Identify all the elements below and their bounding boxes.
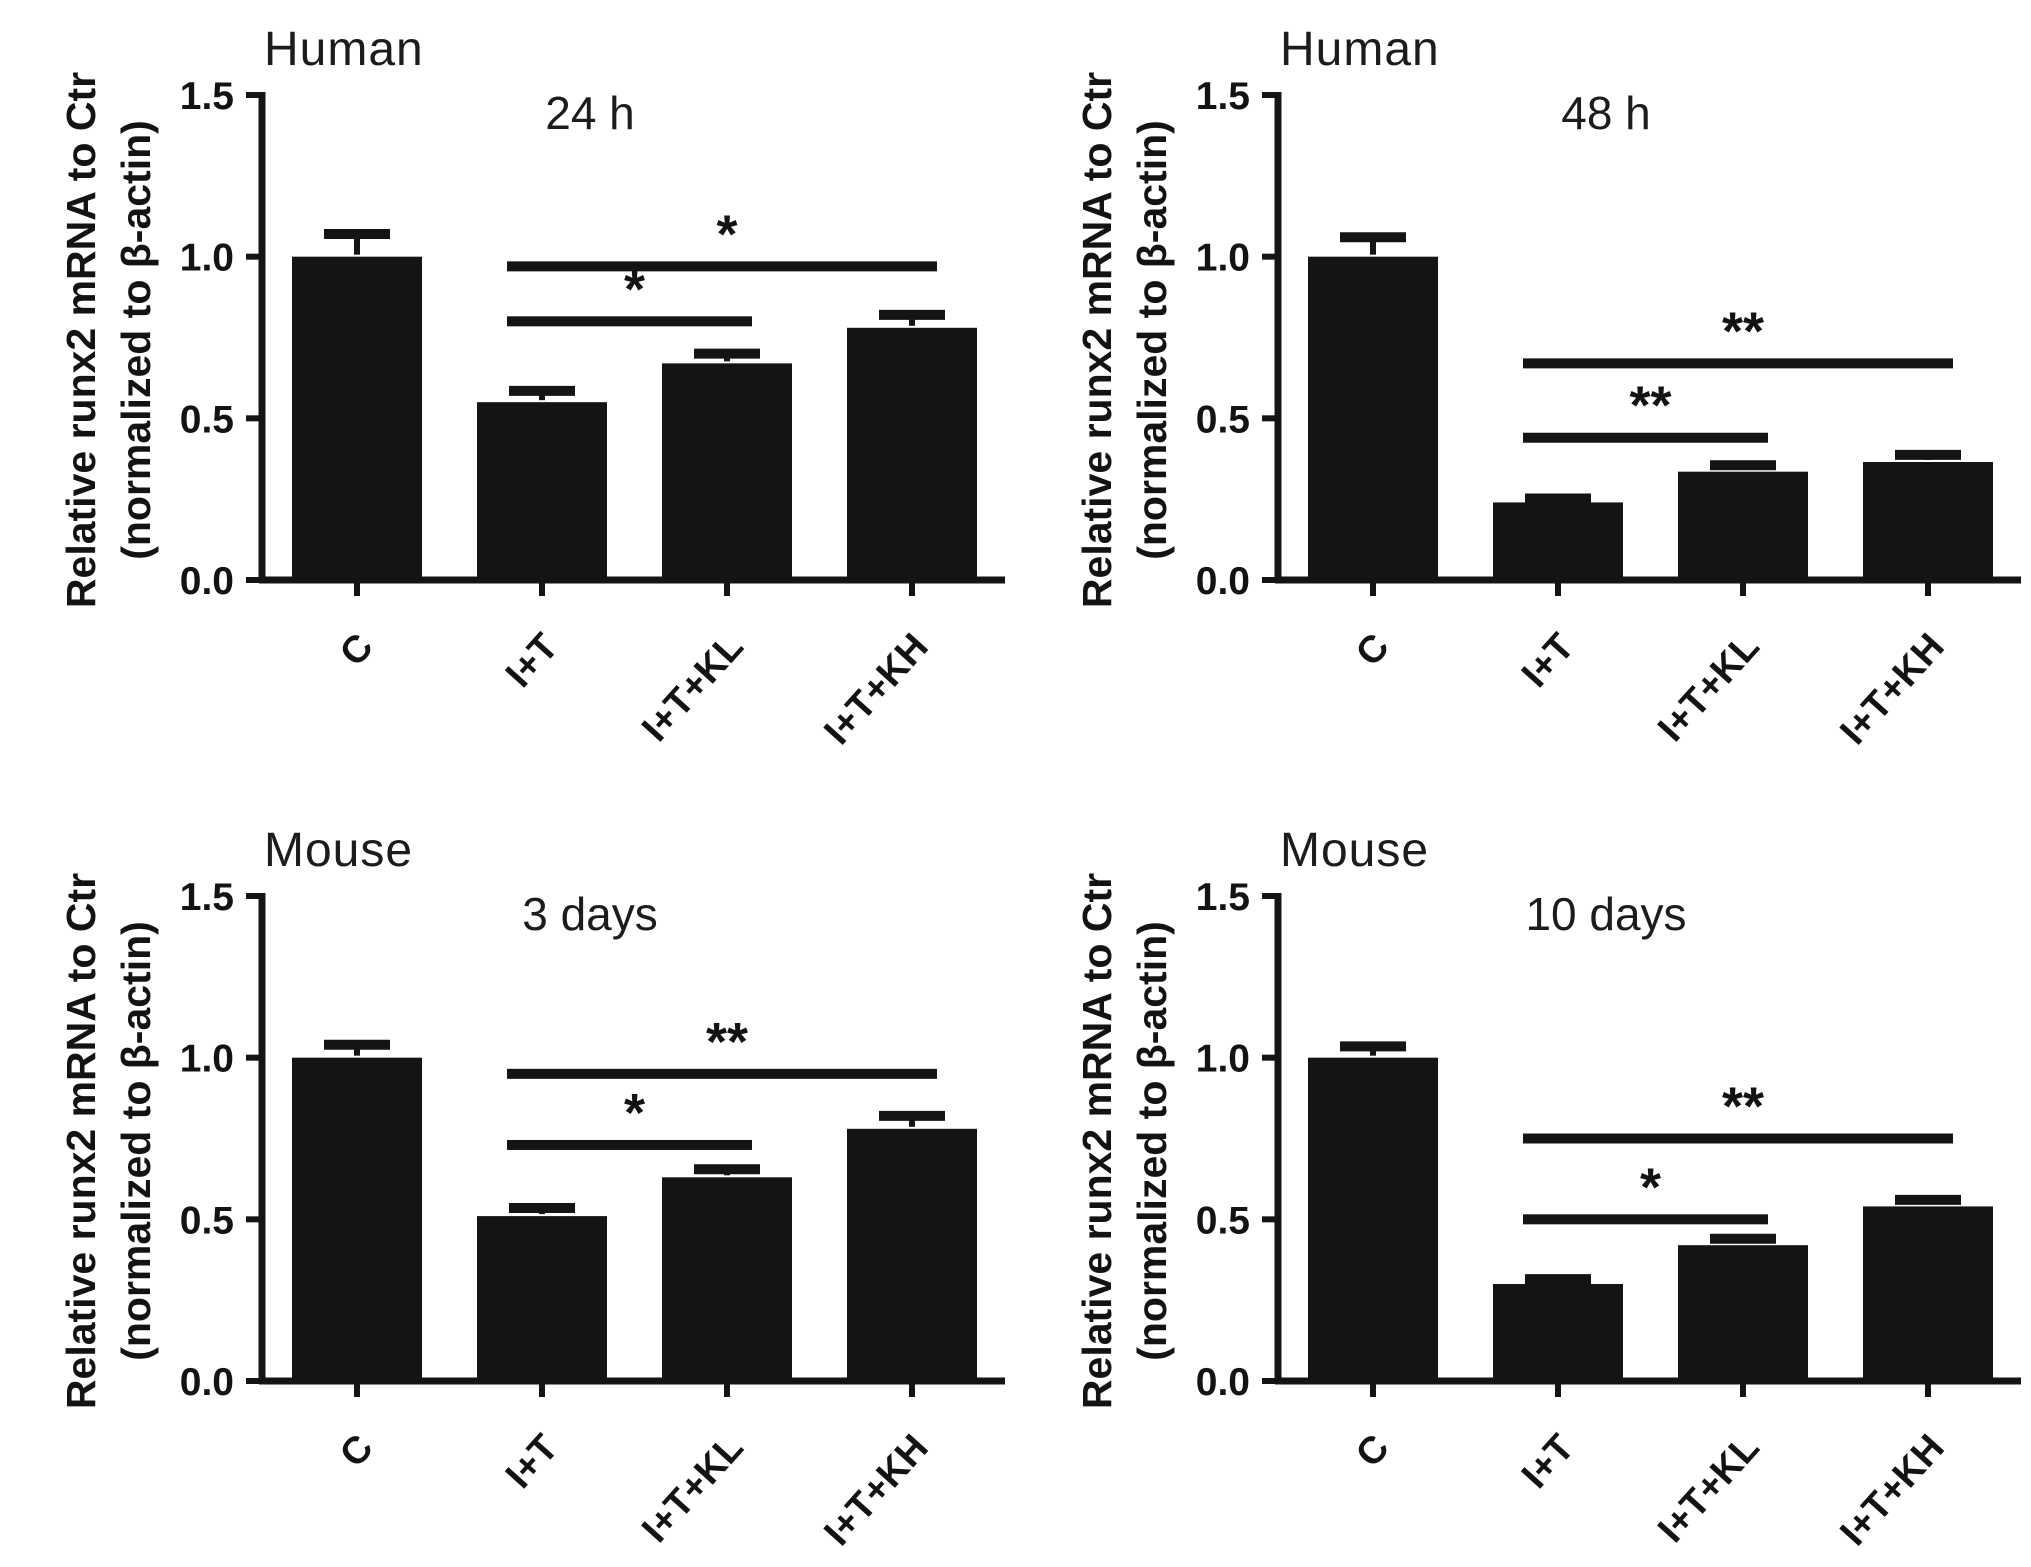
chart-panel-mouse-10days: Relative runx2 mRNA to Ctr (normalized t… <box>1016 766 2031 1554</box>
y-tick-label: 1.5 <box>180 876 234 919</box>
bar-C <box>1308 256 1438 580</box>
y-tick-label: 1.0 <box>180 237 234 280</box>
significance-bracket <box>507 261 937 272</box>
timepoint-label: 48 h <box>1561 87 1651 139</box>
bar-C <box>292 1057 422 1381</box>
significance-stars: ** <box>1722 1077 1764 1137</box>
y-tick-label: 0.0 <box>180 1361 234 1404</box>
bar-I+T+KL <box>662 363 792 580</box>
panel-title: Mouse <box>264 824 414 877</box>
bar-I+T+KH <box>1863 461 1993 580</box>
y-tick-label: 0.5 <box>1196 1199 1250 1242</box>
x-category-label: I+T <box>498 626 567 696</box>
bar-C <box>292 256 422 580</box>
x-category-label: I+T+KH <box>816 626 936 753</box>
x-category-label: I+T+KL <box>1650 1427 1767 1551</box>
significance-stars: * <box>624 1083 645 1143</box>
y-tick-label: 0.0 <box>180 560 234 603</box>
bar-chart: 0.00.51.01.5C I+T I+T+KL I+T+KH*** <box>1196 876 2021 1554</box>
y-tick-label: 1.0 <box>180 1038 234 1081</box>
y-tick-label: 1.0 <box>1196 1038 1250 1081</box>
bar-I+T+KL <box>1678 471 1808 580</box>
significance-bracket <box>507 1068 937 1079</box>
significance-stars: * <box>1640 1157 1661 1217</box>
x-category-label: I+T <box>1514 1427 1583 1497</box>
bar-I+T <box>477 1216 607 1381</box>
x-category-label: C <box>332 626 382 675</box>
chart-panel-mouse-3days: Relative runx2 mRNA to Ctr (normalized t… <box>0 766 1015 1554</box>
significance-stars: ** <box>1722 301 1764 361</box>
bar-C <box>1308 1057 1438 1381</box>
chart-panel-human-48h: Relative runx2 mRNA to Ctr (normalized t… <box>1016 0 2031 766</box>
y-tick-label: 1.5 <box>180 75 234 118</box>
bar-chart: 0.0 0.5 1.0 1.5 C I+T I+T+KL I+T+KH ** ** <box>1196 75 2021 753</box>
significance-bracket <box>1523 358 1953 369</box>
significance-bracket <box>1523 432 1768 443</box>
significance-stars: ** <box>1629 376 1671 436</box>
bar-I+T+KL <box>662 1177 792 1381</box>
x-category-label: I+T+KH <box>1832 1427 1952 1554</box>
panel-title: Human <box>1280 23 1440 76</box>
significance-bracket <box>507 1139 752 1150</box>
bar-I+T <box>1493 502 1623 580</box>
x-category-label: C <box>1348 1427 1398 1476</box>
x-category-label: I+T <box>498 1427 567 1497</box>
bar-I+T+KH <box>847 1128 977 1381</box>
bar-I+T+KH <box>1863 1206 1993 1381</box>
timepoint-label: 24 h <box>545 87 635 139</box>
significance-stars: * <box>624 259 645 319</box>
y-tick-label: 0.0 <box>1196 1361 1250 1404</box>
timepoint-label: 10 days <box>1525 888 1687 940</box>
x-category-label: I+T+KL <box>634 1427 751 1551</box>
y-tick-label: 1.5 <box>1196 876 1250 919</box>
bar-chart: 0.00.51.01.5C I+T I+T+KL I+T+KH*** <box>180 876 1005 1554</box>
significance-bracket <box>1523 1214 1768 1225</box>
x-category-label: C <box>1348 626 1398 675</box>
x-category-label: C <box>332 1427 382 1476</box>
panel-title: Mouse <box>1280 824 1430 877</box>
chart-panel-human-24h: Relative runx2 mRNA to Ctr (normalized t… <box>0 0 1015 766</box>
y-tick-label: 0.5 <box>1196 398 1250 441</box>
significance-bracket <box>507 316 752 327</box>
bar-I+T+KH <box>847 327 977 580</box>
x-category-label: I+T <box>1514 626 1583 696</box>
timepoint-label: 3 days <box>522 888 658 940</box>
significance-stars: * <box>716 204 737 264</box>
significance-stars: ** <box>706 1012 748 1072</box>
bar-I+T <box>1493 1284 1623 1381</box>
x-category-label: I+T+KH <box>1832 626 1952 753</box>
y-tick-label: 0.0 <box>1196 560 1250 603</box>
panel-title: Human <box>264 23 424 76</box>
significance-bracket <box>1523 1133 1953 1144</box>
bar-I+T <box>477 402 607 580</box>
y-tick-label: 1.5 <box>1196 75 1250 118</box>
x-category-label: I+T+KL <box>634 626 751 750</box>
x-category-label: I+T+KH <box>816 1427 936 1554</box>
y-tick-label: 0.5 <box>180 398 234 441</box>
bar-chart: 0.0 0.5 1.0 1.5 C I+T I+T+KL I+T+KH * * <box>180 75 1005 753</box>
bar-I+T+KL <box>1678 1245 1808 1381</box>
y-tick-label: 0.5 <box>180 1199 234 1242</box>
y-tick-label: 1.0 <box>1196 237 1250 280</box>
x-category-label: I+T+KL <box>1650 626 1767 750</box>
